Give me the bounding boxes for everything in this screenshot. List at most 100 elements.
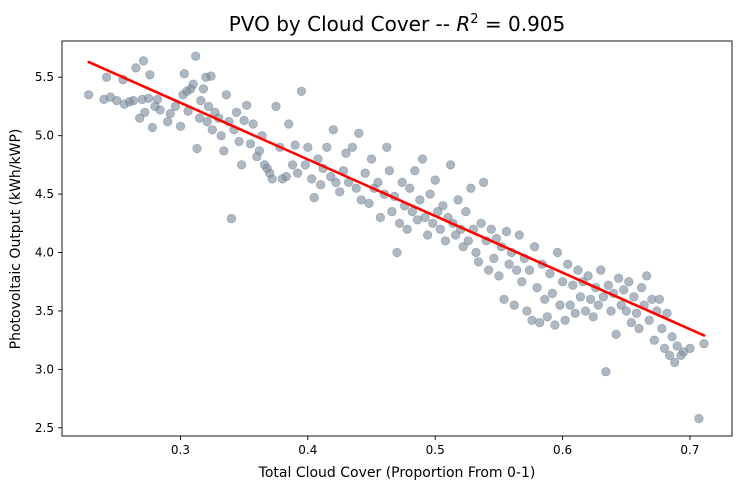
x-tick-label: 0.5 xyxy=(426,443,445,457)
data-point-116 xyxy=(430,175,440,185)
data-point-4 xyxy=(112,95,122,106)
data-point-67 xyxy=(288,160,298,170)
data-point-81 xyxy=(331,177,341,187)
data-point-86 xyxy=(347,142,358,152)
data-point-18 xyxy=(152,94,163,104)
data-point-191 xyxy=(621,306,631,316)
regression-line xyxy=(87,60,706,337)
data-point-129 xyxy=(463,236,473,246)
data-point-194 xyxy=(629,292,639,302)
data-point-173 xyxy=(575,292,586,302)
x-tick-label: 0.3 xyxy=(171,443,190,457)
data-point-2 xyxy=(101,72,112,82)
data-point-155 xyxy=(529,242,540,252)
data-point-33 xyxy=(196,95,206,106)
data-point-103 xyxy=(397,177,407,187)
data-point-19 xyxy=(155,105,165,115)
data-point-139 xyxy=(489,253,499,263)
y-tick-label: 5.5 xyxy=(35,70,54,84)
data-point-185 xyxy=(606,306,616,316)
data-point-127 xyxy=(458,242,468,252)
data-point-37 xyxy=(203,101,214,111)
data-point-69 xyxy=(293,168,303,178)
data-point-105 xyxy=(402,224,412,234)
data-point-97 xyxy=(382,142,392,152)
data-point-108 xyxy=(410,166,420,176)
data-point-78 xyxy=(322,142,332,152)
data-point-53 xyxy=(245,139,256,149)
data-point-91 xyxy=(364,198,374,208)
x-axis-label: Total Cloud Cover (Proportion From 0-1) xyxy=(258,465,536,481)
data-point-22 xyxy=(170,101,180,111)
data-point-89 xyxy=(356,195,366,205)
data-point-184 xyxy=(603,280,614,290)
y-tick-label: 3.5 xyxy=(35,304,54,318)
data-point-188 xyxy=(613,273,624,283)
data-point-192 xyxy=(624,277,634,287)
data-point-144 xyxy=(501,226,512,237)
data-point-43 xyxy=(219,146,229,156)
plot-frame xyxy=(61,40,733,437)
data-point-152 xyxy=(522,306,532,316)
data-point-216 xyxy=(699,339,709,349)
data-point-178 xyxy=(588,312,598,322)
data-point-181 xyxy=(596,265,606,275)
data-point-52 xyxy=(242,100,252,110)
data-point-25 xyxy=(179,69,189,79)
data-point-111 xyxy=(417,154,428,164)
data-point-31 xyxy=(192,143,202,154)
y-tick-label: 3.0 xyxy=(35,362,54,376)
data-point-167 xyxy=(560,315,570,325)
data-point-145 xyxy=(504,259,514,269)
data-point-112 xyxy=(420,212,430,223)
x-tick-label: 0.4 xyxy=(298,443,317,457)
data-point-20 xyxy=(163,116,173,127)
data-point-135 xyxy=(479,177,489,187)
data-point-110 xyxy=(415,195,425,205)
data-point-176 xyxy=(583,271,593,281)
data-point-134 xyxy=(476,218,486,228)
data-point-196 xyxy=(634,323,644,334)
data-point-61 xyxy=(267,174,277,184)
x-tick-label: 0.6 xyxy=(553,443,572,457)
data-point-9 xyxy=(131,63,141,73)
y-tick-label: 2.5 xyxy=(35,421,54,435)
data-point-166 xyxy=(557,277,568,287)
data-point-122 xyxy=(445,160,456,170)
data-point-88 xyxy=(354,128,364,138)
data-point-183 xyxy=(601,367,611,377)
data-point-138 xyxy=(486,224,496,234)
data-point-51 xyxy=(239,115,249,126)
data-point-120 xyxy=(440,236,451,246)
data-point-207 xyxy=(662,308,672,318)
data-point-84 xyxy=(341,148,351,158)
data-point-90 xyxy=(360,168,370,178)
data-point-80 xyxy=(328,125,338,135)
data-point-74 xyxy=(309,193,319,203)
data-point-137 xyxy=(484,265,494,275)
data-point-118 xyxy=(435,224,445,234)
data-point-65 xyxy=(281,172,291,182)
data-point-29 xyxy=(188,79,198,89)
data-point-30 xyxy=(191,51,201,61)
data-point-169 xyxy=(565,300,575,310)
data-point-119 xyxy=(438,201,448,211)
data-point-48 xyxy=(231,107,242,117)
data-point-14 xyxy=(144,93,154,103)
data-point-102 xyxy=(394,218,405,228)
data-point-15 xyxy=(145,70,155,80)
x-tick-label: 0.7 xyxy=(680,443,699,457)
data-point-199 xyxy=(642,271,652,281)
data-point-193 xyxy=(626,318,637,328)
data-point-161 xyxy=(545,269,555,279)
data-point-13 xyxy=(140,107,150,117)
data-point-0 xyxy=(84,90,94,100)
data-point-113 xyxy=(423,230,433,240)
data-point-141 xyxy=(494,271,504,281)
data-point-214 xyxy=(685,343,695,354)
data-point-107 xyxy=(407,207,417,217)
data-point-170 xyxy=(568,280,578,290)
y-tick-label: 4.5 xyxy=(35,187,54,201)
data-point-149 xyxy=(514,230,524,240)
